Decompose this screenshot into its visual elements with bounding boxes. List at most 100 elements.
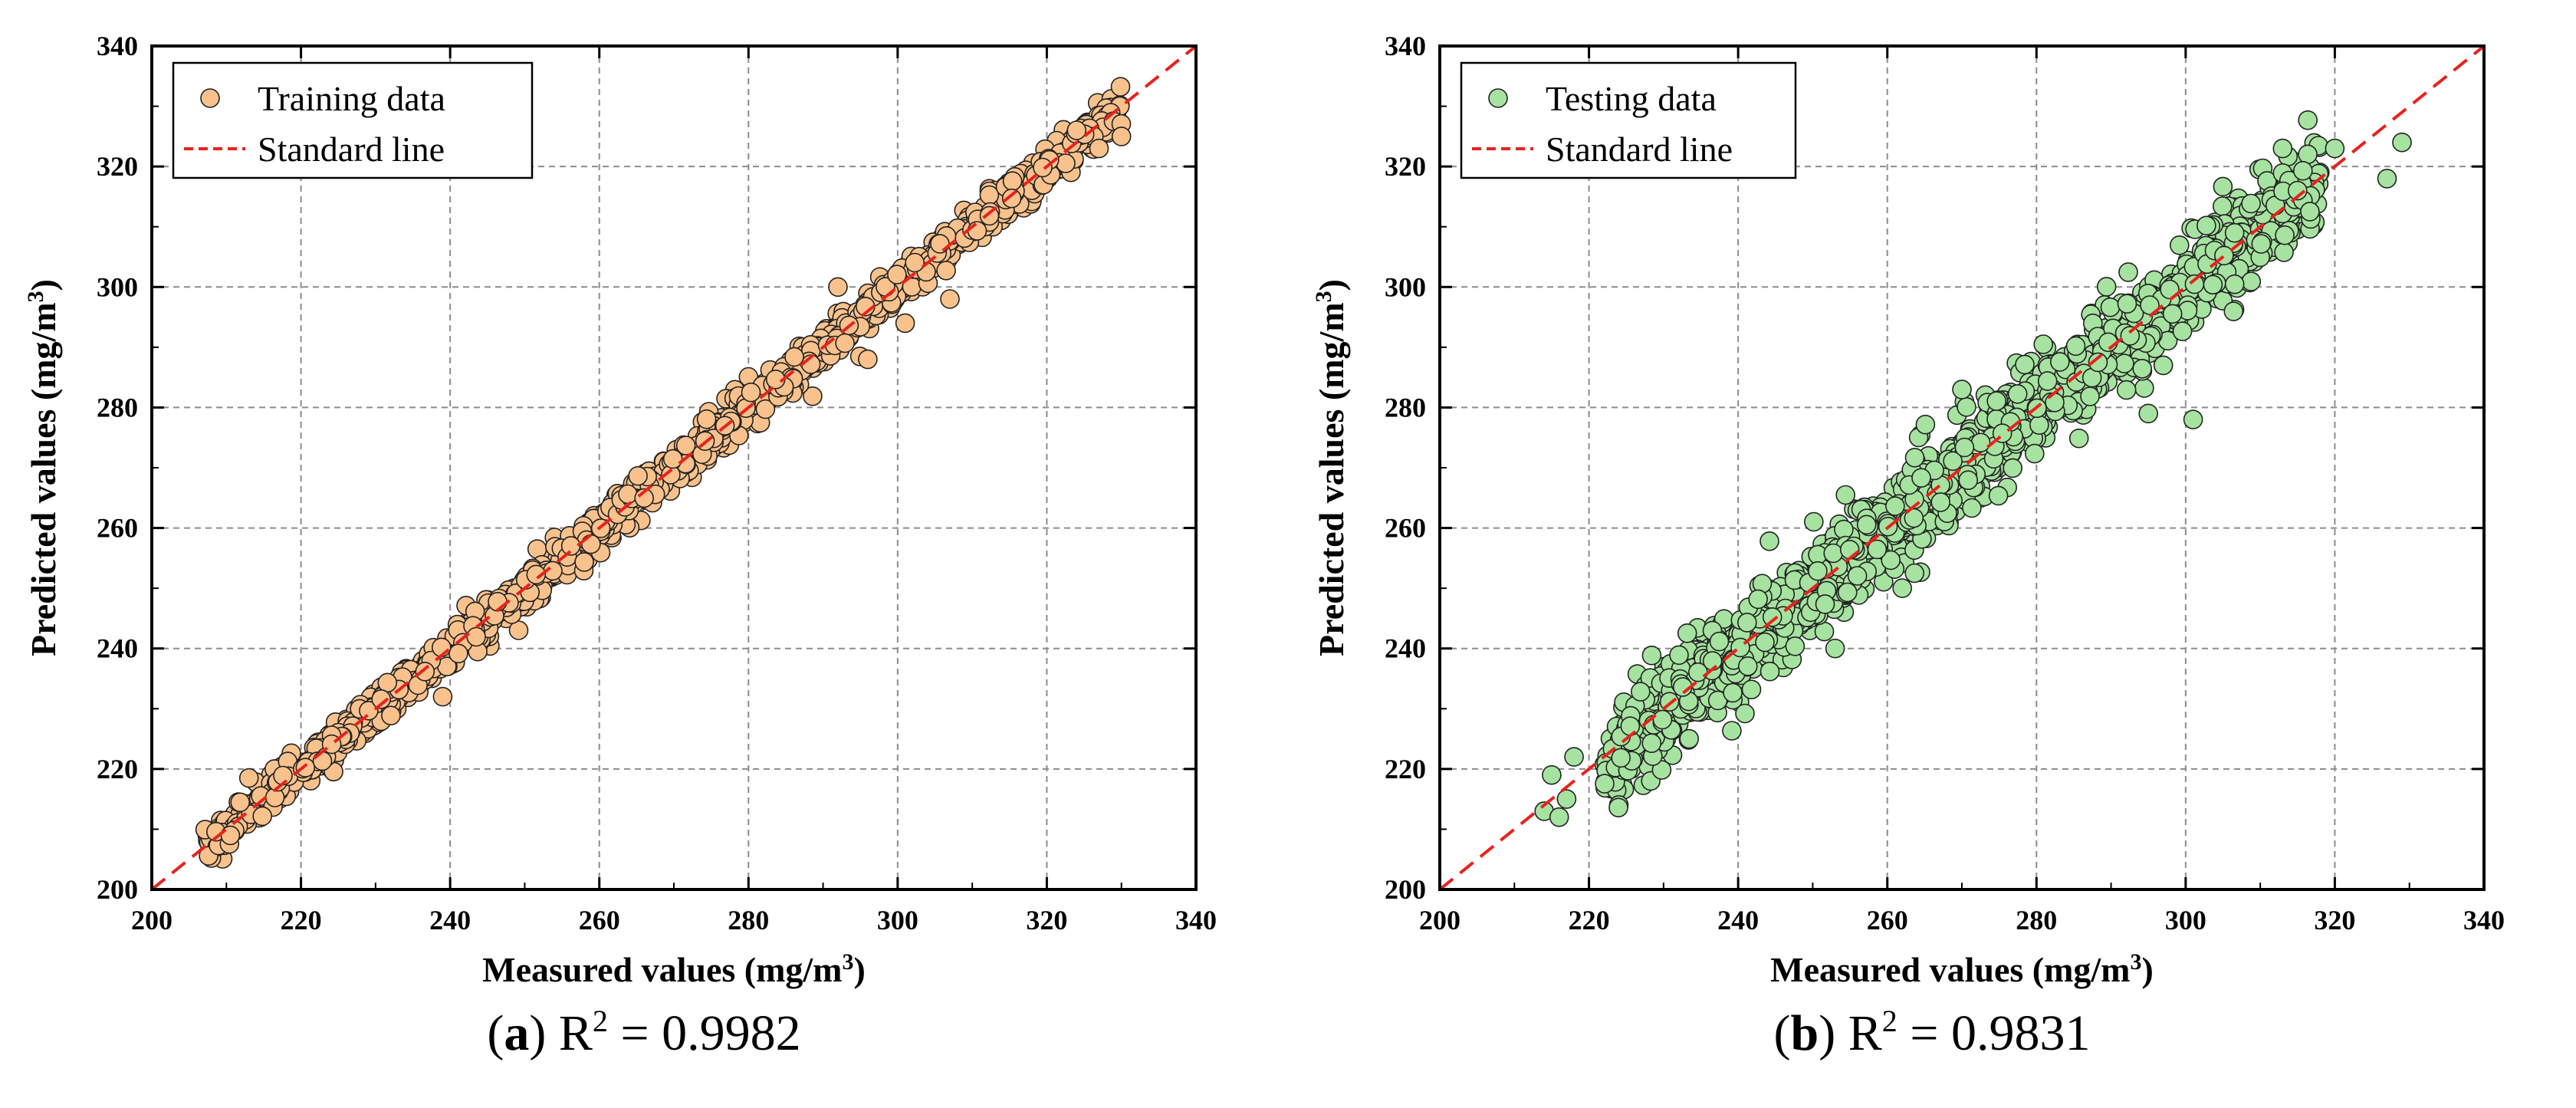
scatter-point: [1608, 797, 1628, 817]
scatter-point: [2015, 354, 2035, 375]
scatter-point: [230, 792, 251, 813]
scatter-point: [1986, 391, 2007, 411]
standard-line: [1440, 46, 2484, 889]
scatter-point: [2298, 144, 2318, 165]
scatter-point: [1737, 656, 1758, 676]
x-tick-label: 200: [131, 905, 172, 935]
scatter-point: [1839, 539, 1860, 560]
scatter-point: [2153, 355, 2174, 376]
scatter-point: [580, 534, 601, 554]
scatter-point: [1856, 515, 1877, 535]
scatter-point: [2096, 277, 2117, 297]
scatter-point: [574, 552, 594, 572]
scatter-point: [466, 626, 486, 647]
chart-panel-a: 200 220 240 260 280 300 320 340 200 220 240 260 280 3…: [23, 31, 1217, 1061]
scatter-point: [1988, 485, 2009, 506]
scatter-point: [1915, 414, 1936, 435]
scatter-point: [675, 436, 696, 455]
scatter-point: [1825, 638, 1845, 659]
scatter-point: [1679, 728, 1700, 749]
scatter-point: [1723, 682, 1743, 703]
y-tick-label: 340: [97, 31, 138, 61]
scatter-point: [930, 234, 950, 254]
scatter-point: [1762, 607, 1783, 627]
x-tick-label: 280: [728, 905, 769, 935]
scatter-point: [2241, 271, 2262, 291]
scatter-point: [1595, 774, 1615, 794]
scatter-point: [2037, 371, 2058, 391]
scatter-point: [1611, 748, 1631, 768]
legend-label-line: Standard line: [1546, 130, 1733, 169]
scatter-point: [2203, 275, 2223, 295]
scatter-point: [2118, 262, 2138, 282]
scatter-point: [2241, 193, 2261, 214]
scatter-point: [755, 399, 776, 419]
scatter-point: [979, 205, 1000, 226]
scatter-point: [1709, 631, 1730, 652]
scatter-point: [1735, 703, 1755, 724]
scatter-point: [2098, 332, 2118, 353]
scatter-point: [1641, 733, 1662, 754]
scatter-point: [662, 449, 683, 469]
scatter-point: [895, 313, 915, 334]
y-tick-label: 280: [97, 392, 138, 422]
scatter-point: [2325, 138, 2345, 159]
scatter-point: [1837, 582, 1858, 603]
scatter-point: [1954, 437, 1975, 458]
scatter-point: [2024, 443, 2045, 464]
scatter-point: [1630, 682, 1651, 702]
scatter-point: [381, 705, 401, 726]
scatter-point: [1651, 760, 1672, 780]
scatter-point: [2172, 321, 2193, 341]
x-tick-label: 320: [1026, 905, 1067, 935]
scatter-point: [828, 277, 848, 298]
scatter-point: [560, 536, 581, 556]
x-tick-label: 340: [2463, 905, 2505, 935]
scatter-point: [1808, 561, 1828, 581]
scatter-point: [2224, 222, 2245, 243]
y-tick-label: 320: [1385, 151, 1426, 182]
scatter-point: [2033, 334, 2054, 354]
scatter-point: [2007, 383, 2028, 404]
x-tick-label: 220: [281, 905, 322, 935]
scatter-point: [2274, 242, 2294, 262]
y-tick-label: 260: [97, 513, 138, 544]
scatter-point: [1564, 747, 1584, 767]
y-tick-label: 220: [1385, 754, 1426, 784]
scatter-point: [2049, 352, 2070, 372]
scatter-point: [1722, 721, 1742, 741]
scatter-point: [967, 221, 987, 241]
legend-marker-points: [200, 88, 220, 108]
scatter-point: [940, 289, 960, 309]
scatter-point: [1952, 380, 1972, 399]
scatter-point: [835, 333, 855, 353]
scatter-point: [803, 386, 823, 406]
scatter-point: [2162, 304, 2183, 324]
scatter-point: [1911, 468, 1931, 488]
scatter-point: [618, 484, 638, 505]
scatter-point: [1549, 807, 1569, 827]
legend-box: [1460, 61, 1797, 179]
scatter-point: [2213, 176, 2233, 197]
scatter-points: [1534, 110, 2412, 827]
legend-label-points: Training data: [258, 79, 445, 118]
scatter-point: [1652, 709, 1673, 730]
scatter-point: [252, 806, 273, 827]
y-axis-label: Predicted values (mg/m3): [1311, 279, 1351, 656]
y-tick-label: 300: [1385, 271, 1426, 302]
scatter-point: [1001, 188, 1022, 209]
scatter-point: [1669, 645, 1689, 666]
legend-label-points: Testing data: [1546, 79, 1717, 118]
x-axis-label: Measured values (mg/m3): [1770, 949, 2154, 989]
scatter-point: [887, 265, 907, 284]
scatter-point: [2088, 352, 2108, 373]
scatter-point: [526, 564, 547, 585]
scatter-point: [2272, 138, 2293, 159]
y-tick-label: 240: [97, 633, 138, 664]
scatter-point: [2100, 297, 2121, 317]
scatter-point: [2138, 403, 2158, 424]
scatter-point: [1823, 543, 1844, 564]
scatter-point: [905, 252, 925, 273]
scatter-point: [2029, 415, 2049, 436]
scatter-point: [2003, 458, 2023, 478]
